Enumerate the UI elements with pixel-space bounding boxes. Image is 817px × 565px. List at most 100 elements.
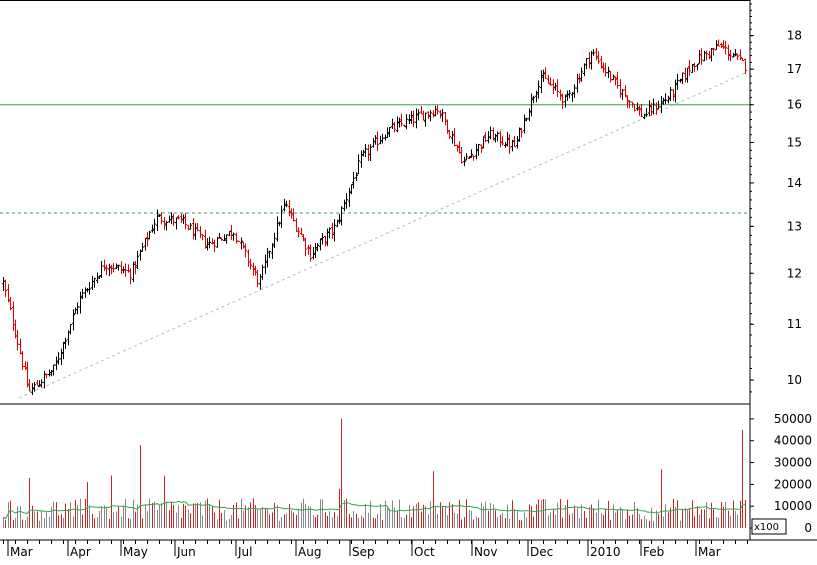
candle — [612, 74, 615, 81]
candle — [537, 80, 540, 99]
month-label: Jun — [176, 545, 196, 559]
candle — [499, 130, 502, 148]
candle — [249, 258, 252, 270]
candle — [333, 219, 336, 242]
candle — [705, 50, 708, 61]
candle — [93, 277, 96, 288]
candle — [290, 208, 293, 219]
candle — [26, 361, 29, 388]
candle — [225, 234, 228, 244]
candle — [158, 213, 161, 217]
candle — [288, 199, 291, 217]
candle — [79, 291, 82, 314]
candle — [48, 369, 51, 377]
candle — [381, 133, 384, 144]
candle — [626, 95, 629, 108]
candle — [194, 223, 197, 241]
candle — [715, 40, 718, 51]
candle — [525, 117, 528, 122]
candle — [679, 78, 682, 83]
volume-tick-label: 20000 — [774, 477, 812, 491]
candle — [614, 76, 617, 86]
price-tick-label: 13 — [787, 219, 802, 233]
candle — [180, 213, 183, 224]
candle — [345, 193, 348, 209]
candle — [652, 98, 655, 115]
candle — [16, 329, 19, 351]
candle — [201, 234, 204, 241]
candle — [540, 70, 543, 94]
candle — [108, 263, 111, 276]
candle — [472, 155, 475, 161]
candle — [638, 105, 641, 116]
candle — [436, 105, 439, 115]
candle — [105, 264, 108, 276]
candle — [434, 105, 437, 117]
month-label: Mar — [10, 545, 33, 559]
candle — [374, 135, 377, 145]
candle — [76, 302, 79, 315]
candle — [636, 102, 639, 111]
candle — [170, 212, 173, 225]
candle — [744, 58, 747, 75]
candle — [556, 79, 559, 98]
candle — [88, 282, 91, 295]
candle — [432, 110, 435, 118]
candle — [676, 73, 679, 90]
price-tick-label: 12 — [787, 266, 802, 280]
candle — [307, 244, 310, 255]
candle — [235, 232, 238, 244]
candle — [84, 287, 87, 298]
candle — [62, 341, 65, 360]
candle — [429, 110, 432, 122]
candle — [724, 40, 727, 55]
candle — [172, 213, 175, 227]
candle — [122, 266, 125, 274]
candle — [592, 49, 595, 56]
candle — [223, 234, 226, 242]
candle — [398, 117, 401, 128]
candle — [708, 51, 711, 60]
candle — [496, 131, 499, 142]
volume-tick-label: 50000 — [774, 412, 812, 426]
candle — [520, 127, 523, 138]
candle — [295, 218, 298, 232]
candle — [242, 241, 245, 249]
candle — [624, 85, 627, 98]
candle — [544, 67, 547, 79]
candle — [247, 249, 250, 267]
candle — [657, 100, 660, 110]
candle — [422, 110, 425, 121]
candle — [554, 82, 557, 91]
price-tick-label: 16 — [787, 98, 802, 112]
candle — [264, 254, 267, 274]
candle — [580, 67, 583, 82]
candle — [12, 301, 15, 331]
price-tick-label: 10 — [787, 373, 802, 387]
volume-ma-layer — [3, 500, 746, 520]
candle — [595, 47, 598, 61]
month-label: Nov — [474, 545, 497, 559]
candle — [664, 93, 667, 105]
candle — [297, 227, 300, 238]
candle — [528, 108, 531, 122]
candle — [559, 89, 562, 101]
candle — [585, 58, 588, 70]
candle — [506, 131, 509, 147]
candle — [218, 232, 221, 239]
month-label: Sep — [352, 545, 375, 559]
candle — [336, 219, 339, 228]
candle — [196, 223, 199, 232]
candle — [24, 361, 27, 371]
candle — [400, 113, 403, 127]
candle — [352, 172, 355, 189]
volume-unit-box — [751, 518, 787, 535]
candle — [672, 88, 675, 101]
candle — [727, 44, 730, 61]
candle — [645, 108, 648, 117]
candle — [604, 62, 607, 77]
candle — [616, 71, 619, 89]
candle — [199, 226, 202, 238]
candle — [213, 239, 216, 253]
